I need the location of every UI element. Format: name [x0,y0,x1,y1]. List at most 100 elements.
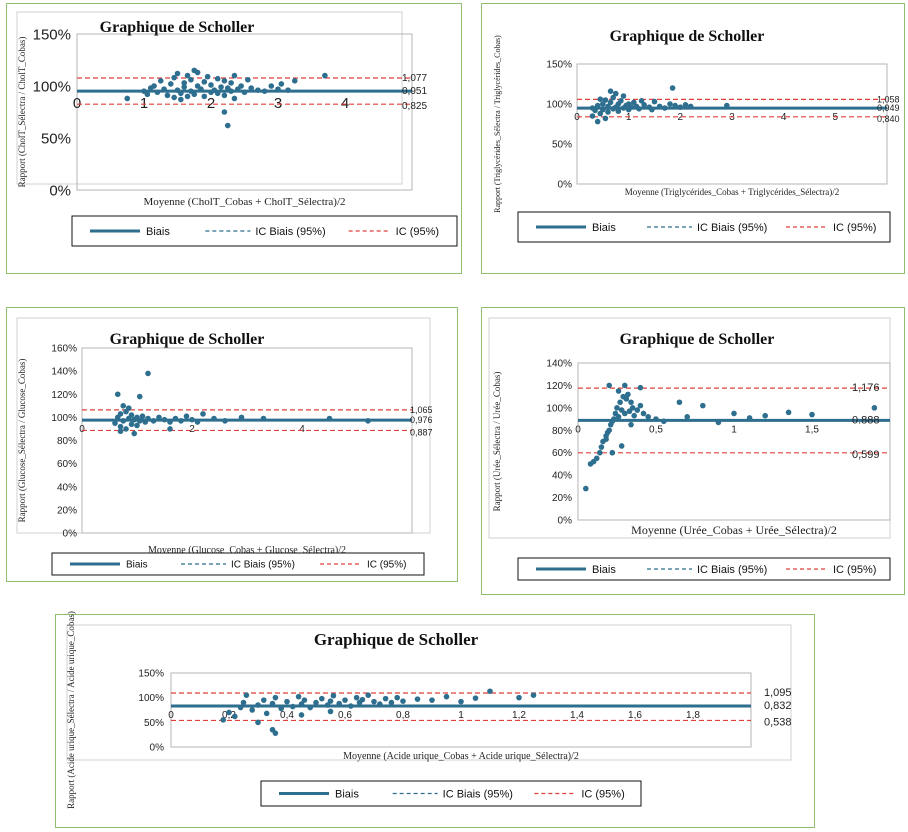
data-point [487,688,493,695]
y-tick-label: 80% [552,426,572,437]
data-point [168,81,174,87]
data-point [167,426,173,432]
data-point [583,485,589,492]
chart-title: Graphique de Scholler [100,19,255,36]
data-point [123,426,129,432]
data-point [606,427,612,434]
data-point [284,698,290,705]
legend-ic-bias-label: IC Biais (95%) [697,564,767,576]
x-axis-label: Moyenne (Triglycérides_Cobas + Triglycér… [625,187,839,197]
plot-area-border [577,362,891,521]
data-point [371,698,377,705]
data-point [615,414,622,420]
data-point [117,411,124,417]
x-axis-label: Moyenne (Acide urique_Cobas + Acide uriq… [343,751,579,762]
data-point [589,113,596,119]
data-point [618,443,625,449]
data-point [181,84,187,90]
y-tick-label: 140% [546,359,572,370]
data-point [631,412,637,419]
data-point [245,76,251,83]
y-tick-label: 60% [57,459,77,470]
lower-limit-label: 0,840 [877,114,900,124]
data-point [762,412,768,419]
data-point [220,717,226,723]
x-tick-label: 2 [189,424,195,435]
data-point [240,699,247,706]
chart-area-border [16,11,403,185]
panel-glucose: Graphique de Scholler 0% 20% 40% 60% 80% 100% 1… [6,307,458,582]
x-tick-label: 0 [168,710,174,721]
data-point [607,88,614,94]
data-point [684,414,690,420]
chart-title: Graphique de Scholler [620,331,775,348]
panel-cholt: Graphique de Scholler 0% 50% 100% 150% 0 1 2 3 4 M… [6,3,462,274]
chart-cholt: Graphique de Scholler 0% 50% 100% 150% 0 1 2 3 4 M… [16,11,458,247]
data-point [327,708,334,715]
legend-box [51,552,425,576]
data-point [394,694,401,701]
x-tick-label: 1 [458,710,464,721]
panel-acide-urique: Graphique de Scholler 0% 50% 100% 150% 0 0,2 0,… [55,611,815,828]
data-point [171,74,177,81]
data-point [201,93,208,100]
legend-ic-label: IC (95%) [367,560,406,571]
x-axis-label: Moyenne (CholT_Cobas + CholT_Sélectra)/2 [143,196,345,208]
data-point [183,413,190,420]
data-point [618,98,624,104]
legend-ic-bias-label: IC Biais (95%) [231,560,295,571]
data-point [602,115,609,122]
y-tick-label: 150% [33,26,71,43]
data-point [313,699,319,706]
data-point [600,101,606,107]
legend: Biais IC Biais (95%) IC (95%) [51,552,425,576]
data-point [134,422,140,429]
data-point [602,97,609,103]
data-point [184,72,191,79]
y-tick-label: 100% [51,413,77,424]
data-point [255,719,261,726]
plot-area-border [81,347,413,534]
y-tick-label: 20% [57,505,77,516]
legend-ic-label: IC (95%) [396,226,439,238]
y-tick-label: 100% [33,78,71,95]
x-tick-label: 1,4 [570,710,584,721]
data-point [597,96,604,102]
data-point [322,72,328,79]
legend-ic-bias-label: IC Biais (95%) [697,222,767,234]
data-point [871,405,878,411]
data-point [261,697,267,703]
data-point [342,697,348,703]
data-point [136,393,143,400]
x-tick-label: 0,2 [222,710,236,721]
data-point [651,98,658,105]
x-tick-label: 1 [731,424,737,435]
legend-bias-label: Biais [126,560,148,571]
data-point [269,726,276,733]
data-point [157,78,164,84]
data-point [637,402,644,409]
data-point [597,449,603,456]
data-point [221,92,228,99]
data-point [243,692,250,698]
y-tick-label: 0% [558,516,573,527]
data-point [615,108,622,114]
bias-value-label: 0,976 [410,415,433,425]
data-point [201,79,208,85]
legend-bias-label: Biais [592,222,616,234]
lower-limit-label: 0,538 [764,716,792,728]
x-tick-label: 1,8 [686,710,700,721]
x-tick-label: 0,4 [280,710,294,721]
data-point [188,76,194,83]
chart-title: Graphique de Scholler [314,630,479,649]
x-tick-label: 0 [73,95,81,112]
data-point [628,399,634,406]
legend-bias-label: Biais [146,226,170,238]
data-point [785,409,792,416]
bias-value-label: 0,832 [764,700,792,712]
data-point [606,382,612,389]
lower-limit-label: 0,599 [852,449,880,461]
y-tick-label: 50% [552,140,572,151]
y-tick-label: 20% [552,493,572,504]
data-point [645,414,651,420]
